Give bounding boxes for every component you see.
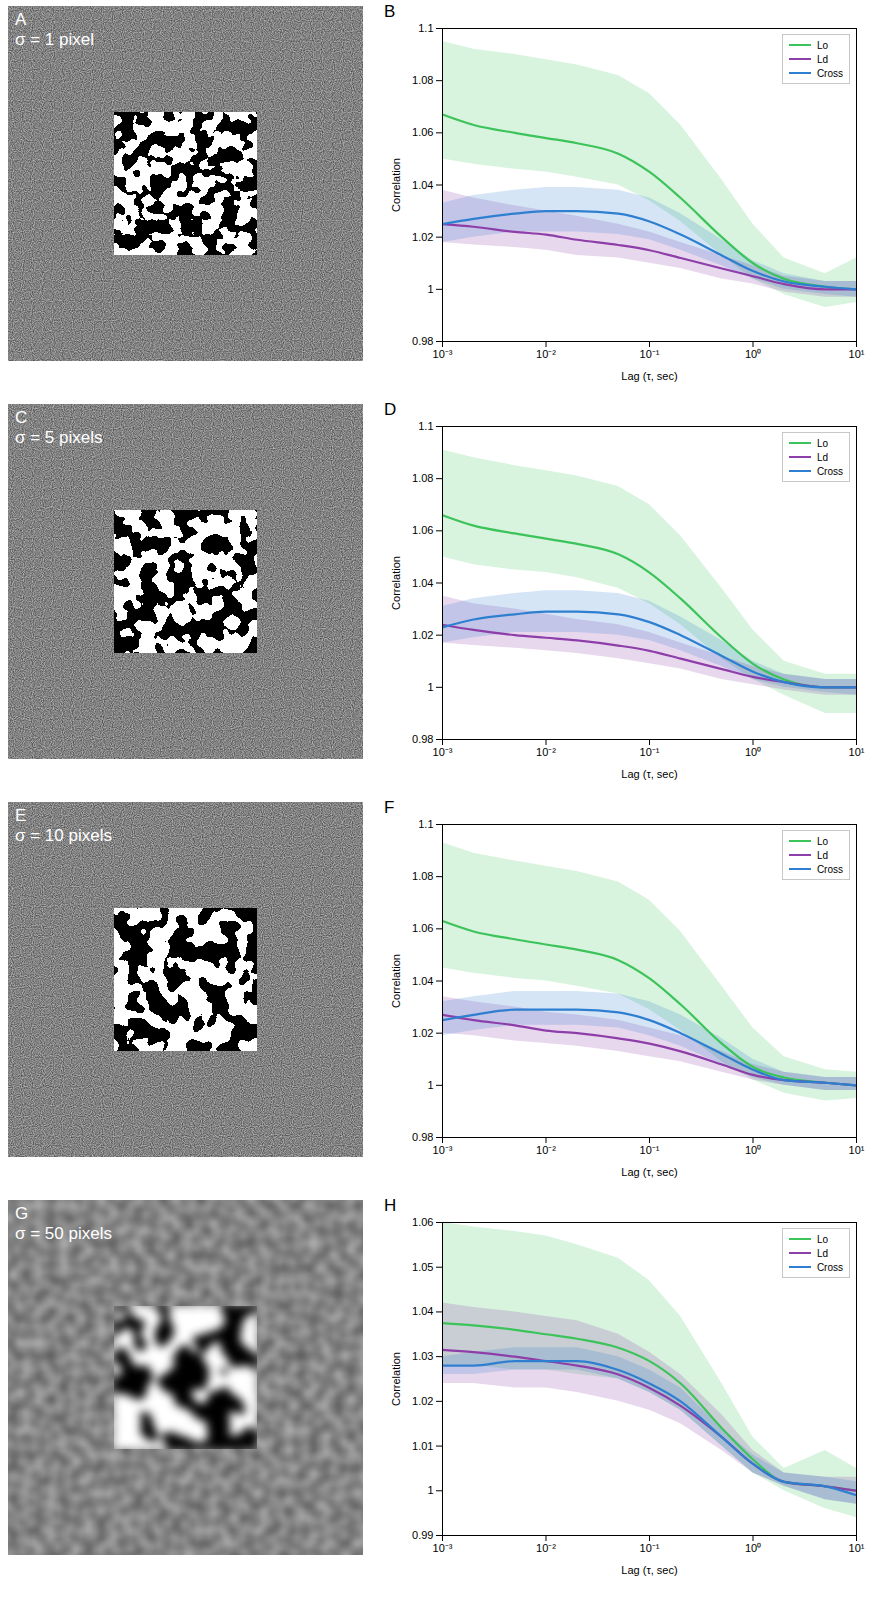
svg-text:10⁻¹: 10⁻¹: [640, 746, 660, 758]
html-text:Lo: Lo: [816, 437, 828, 449]
svg-text:10⁰: 10⁰: [745, 1144, 761, 1156]
svg-text:0.99: 0.99: [412, 1529, 433, 1541]
html-text:H: H: [384, 1196, 397, 1215]
svg-text:1.02: 1.02: [412, 1395, 433, 1407]
html-text:A: A: [15, 10, 27, 29]
html-text:Lo: Lo: [816, 835, 828, 847]
svg-text:10⁰: 10⁰: [745, 1542, 761, 1554]
html-text:σ = 50 pixels: σ = 50 pixels: [15, 1224, 112, 1243]
svg-text:1.03: 1.03: [412, 1350, 433, 1362]
html-text:Cross: Cross: [816, 67, 843, 79]
svg-text:1.06: 1.06: [412, 1216, 433, 1228]
svg-text:10⁻³: 10⁻³: [433, 348, 453, 360]
svg-text:1.1: 1.1: [418, 420, 433, 432]
svg-text:1.1: 1.1: [418, 22, 433, 34]
svg-text:10¹: 10¹: [849, 746, 865, 758]
svg-text:10⁻³: 10⁻³: [433, 1144, 453, 1156]
html-text:σ = 1 pixel: σ = 1 pixel: [15, 30, 94, 49]
svg-text:1.02: 1.02: [412, 629, 433, 641]
svg-text:1.06: 1.06: [412, 524, 433, 536]
svg-text:1.01: 1.01: [412, 1440, 433, 1452]
html-text:Ld: Ld: [816, 849, 828, 861]
svg-text:10⁻³: 10⁻³: [433, 1542, 453, 1554]
svg-text:Lag (τ, sec): Lag (τ, sec): [621, 768, 677, 780]
svg-text:Lag (τ, sec): Lag (τ, sec): [621, 1564, 677, 1576]
svg-text:1.08: 1.08: [412, 870, 433, 882]
html-text:B: B: [384, 2, 396, 21]
svg-text:0.98: 0.98: [412, 733, 433, 745]
svg-text:10¹: 10¹: [849, 1144, 865, 1156]
svg-text:1: 1: [427, 1484, 433, 1496]
svg-text:10⁰: 10⁰: [745, 746, 761, 758]
html-text:Ld: Ld: [816, 451, 828, 463]
html-text:G: G: [15, 1204, 29, 1223]
html-text:Lo: Lo: [816, 1233, 828, 1245]
svg-text:1.04: 1.04: [412, 179, 433, 191]
svg-text:0.98: 0.98: [412, 1131, 433, 1143]
svg-text:1.08: 1.08: [412, 74, 433, 86]
svg-text:Correlation: Correlation: [390, 1352, 402, 1406]
svg-text:1.04: 1.04: [412, 975, 433, 987]
svg-text:10¹: 10¹: [849, 1542, 865, 1554]
svg-text:10⁻¹: 10⁻¹: [640, 348, 660, 360]
svg-text:10⁻²: 10⁻²: [536, 1542, 556, 1554]
html-text:σ = 5 pixels: σ = 5 pixels: [15, 428, 103, 447]
svg-text:Correlation: Correlation: [390, 556, 402, 610]
svg-text:1.05: 1.05: [412, 1261, 433, 1273]
html-text:σ = 10 pixels: σ = 10 pixels: [15, 826, 112, 845]
html-text:Lo: Lo: [816, 39, 828, 51]
svg-text:1: 1: [427, 681, 433, 693]
svg-text:1.06: 1.06: [412, 922, 433, 934]
svg-text:10¹: 10¹: [849, 348, 865, 360]
svg-text:1.04: 1.04: [412, 1305, 433, 1317]
svg-text:10⁻¹: 10⁻¹: [640, 1542, 660, 1554]
svg-text:1.02: 1.02: [412, 231, 433, 243]
html-text:Ld: Ld: [816, 53, 828, 65]
html-text:Ld: Ld: [816, 1247, 828, 1259]
svg-text:10⁻³: 10⁻³: [433, 746, 453, 758]
svg-text:1.1: 1.1: [418, 818, 433, 830]
svg-text:Correlation: Correlation: [390, 954, 402, 1008]
html-text:Cross: Cross: [816, 1261, 843, 1273]
svg-text:10⁻¹: 10⁻¹: [640, 1144, 660, 1156]
html-text:F: F: [384, 798, 395, 817]
html-text:C: C: [15, 408, 28, 427]
svg-text:Correlation: Correlation: [390, 158, 402, 212]
html-text:E: E: [15, 806, 27, 825]
svg-text:Lag (τ, sec): Lag (τ, sec): [621, 370, 677, 382]
html-text:Cross: Cross: [816, 863, 843, 875]
svg-text:1.06: 1.06: [412, 126, 433, 138]
svg-text:1.08: 1.08: [412, 472, 433, 484]
svg-text:10⁻²: 10⁻²: [536, 1144, 556, 1156]
svg-text:Lag (τ, sec): Lag (τ, sec): [621, 1166, 677, 1178]
svg-text:10⁻²: 10⁻²: [536, 348, 556, 360]
html-text:D: D: [384, 400, 397, 419]
svg-text:0.98: 0.98: [412, 335, 433, 347]
svg-text:10⁰: 10⁰: [745, 348, 761, 360]
html-text:Cross: Cross: [816, 465, 843, 477]
svg-text:10⁻²: 10⁻²: [536, 746, 556, 758]
svg-text:1.02: 1.02: [412, 1027, 433, 1039]
svg-text:1: 1: [427, 283, 433, 295]
svg-text:1.04: 1.04: [412, 577, 433, 589]
svg-text:1: 1: [427, 1079, 433, 1091]
